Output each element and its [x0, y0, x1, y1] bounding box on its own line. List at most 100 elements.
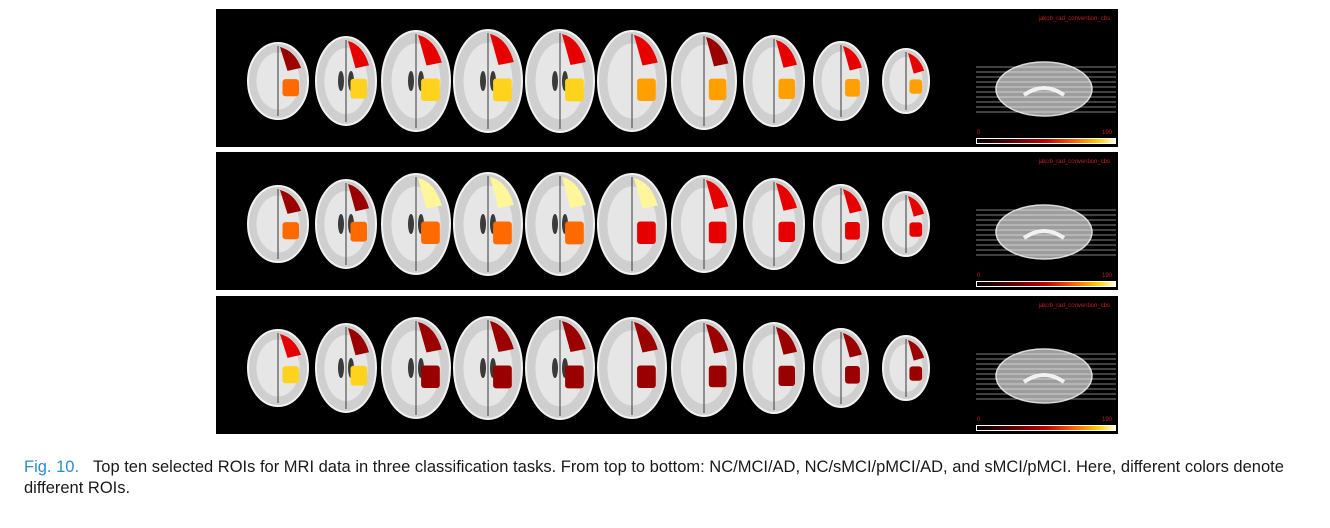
corpus-callosum [1022, 229, 1066, 240]
roi-region [490, 321, 514, 353]
colorbar-max: 190 [1102, 130, 1113, 136]
roi-region [282, 366, 299, 384]
colorbar [976, 425, 1116, 431]
brain-slice [813, 184, 869, 264]
atlas-label: jakob_rad_convention_cbs [1038, 159, 1110, 165]
roi-region [845, 366, 860, 384]
roi-region [350, 365, 367, 386]
roi-region [634, 322, 658, 353]
roi-region [637, 221, 656, 244]
roi-region [280, 190, 301, 214]
brain-slice [453, 172, 523, 276]
brain-slice [743, 322, 805, 414]
brain-slice [453, 316, 523, 420]
roi-region [637, 365, 656, 388]
roi-region [282, 79, 299, 97]
colorbar-min: 0 [977, 417, 981, 423]
colorbar [976, 281, 1116, 287]
brain-slice [525, 29, 595, 133]
figure-caption: Fig. 10. Top ten selected ROIs for MRI da… [24, 457, 1314, 499]
ventricle [338, 71, 344, 91]
roi-region [706, 37, 729, 67]
ventricle [480, 71, 486, 91]
roi-region [350, 221, 367, 242]
ventricle [408, 358, 414, 378]
ventricle [408, 71, 414, 91]
brain-slice [525, 172, 595, 276]
roi-region [843, 46, 862, 71]
roi-region [908, 196, 925, 217]
roi-region [490, 34, 514, 66]
brain-slice [247, 185, 309, 263]
roi-region [348, 184, 369, 212]
roi-region [634, 178, 658, 209]
roi-region [348, 328, 369, 356]
roi-region [565, 365, 584, 389]
roi-region [418, 322, 442, 353]
roi-region [778, 221, 795, 242]
brain-slices [247, 29, 1116, 133]
brain-slice [813, 41, 869, 121]
brain-slice [671, 32, 737, 130]
brain-slice [525, 316, 595, 420]
roi-region [493, 78, 512, 102]
roi-region [637, 78, 656, 101]
ventricle [552, 358, 558, 378]
roi-region [706, 180, 729, 210]
colorbar-max: 190 [1102, 273, 1113, 279]
ventricle [338, 214, 344, 234]
roi-region [493, 221, 512, 245]
roi-region [908, 340, 925, 361]
brain-slice [597, 30, 667, 132]
caption-text: Top ten selected ROIs for MRI data in th… [24, 458, 1284, 497]
ventricle [552, 214, 558, 234]
brain-slice [315, 323, 377, 413]
panel-smci-pmci: jakob_rad_convention_cbs 0 190 [216, 296, 1118, 434]
roi-region [562, 177, 586, 209]
brain-slice [597, 317, 667, 419]
roi-region [418, 35, 442, 66]
roi-region [909, 366, 923, 381]
brain-slices [247, 172, 1116, 276]
roi-region [348, 41, 369, 69]
roi-region [778, 365, 795, 386]
sagittal-view [976, 61, 1116, 117]
brain-slice [882, 335, 930, 401]
roi-region [706, 324, 729, 354]
roi-region [490, 177, 514, 209]
brain-slice [882, 191, 930, 257]
ventricle [338, 358, 344, 378]
brain-slice [247, 329, 309, 407]
roi-region [562, 34, 586, 66]
panel-nc-smci-pmci-ad: jakob_rad_convention_cbs 0 190 [216, 152, 1118, 290]
colorbar [976, 138, 1116, 144]
roi-region [708, 365, 727, 388]
sagittal-view [976, 204, 1116, 260]
roi-region [282, 222, 299, 240]
roi-region [418, 178, 442, 209]
roi-region [280, 47, 301, 71]
roi-region [845, 79, 860, 97]
roi-region [776, 40, 797, 68]
ventricle [480, 214, 486, 234]
brain-slices [247, 316, 1116, 420]
colorbar-min: 0 [977, 130, 981, 136]
brain-slice [381, 317, 451, 419]
colorbar-min: 0 [977, 273, 981, 279]
roi-region [565, 221, 584, 245]
atlas-label: jakob_rad_convention_cbs [1038, 303, 1110, 309]
brain-slice [671, 175, 737, 273]
brain-slice [247, 42, 309, 120]
brain-slice [453, 29, 523, 133]
ventricle [480, 358, 486, 378]
brain-slice [597, 173, 667, 275]
brain-roi-figure: jakob_rad_convention_cbs 0 190 jakob_rad… [216, 9, 1118, 436]
colorbar-max: 190 [1102, 417, 1113, 423]
brain-slice [381, 173, 451, 275]
roi-region [421, 221, 440, 244]
brain-slice [813, 328, 869, 408]
roi-region [708, 221, 727, 244]
brain-slice [315, 179, 377, 269]
roi-region [909, 222, 923, 237]
brain-slice [671, 319, 737, 417]
